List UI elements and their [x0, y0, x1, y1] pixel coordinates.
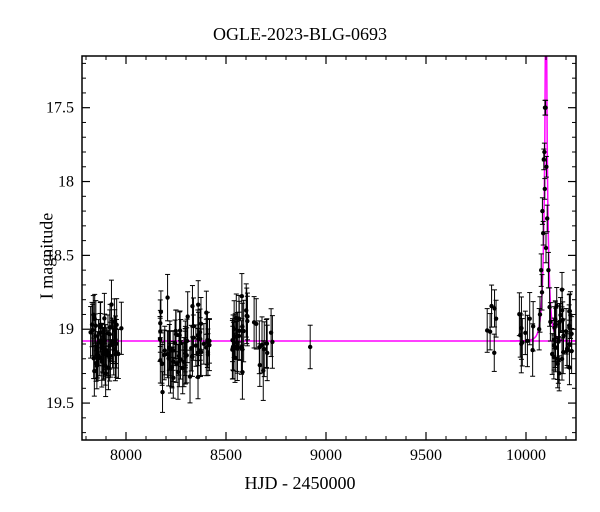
y-tick-label: 17.5: [46, 100, 74, 117]
y-tick-label: 19: [58, 321, 74, 338]
model-curve: [82, 0, 582, 341]
data-points: [88, 100, 574, 412]
x-tick-label: 10000: [506, 447, 546, 464]
lightcurve-chart: OGLE-2023-BLG-0693 I magnitude HJD - 245…: [0, 0, 600, 512]
y-tick-label: 18.5: [46, 247, 74, 264]
y-tick-label: 18: [58, 174, 74, 191]
x-tick-label: 8500: [210, 447, 242, 464]
x-tick-label: 9500: [410, 447, 442, 464]
plot-frame: [82, 56, 576, 440]
x-tick-label: 8000: [110, 447, 142, 464]
y-tick-label: 19.5: [46, 395, 74, 412]
x-tick-label: 9000: [310, 447, 342, 464]
plot-svg: 8000 8500 9000 9500 10000 17.5 18 18.5 19 19.5: [0, 0, 600, 512]
